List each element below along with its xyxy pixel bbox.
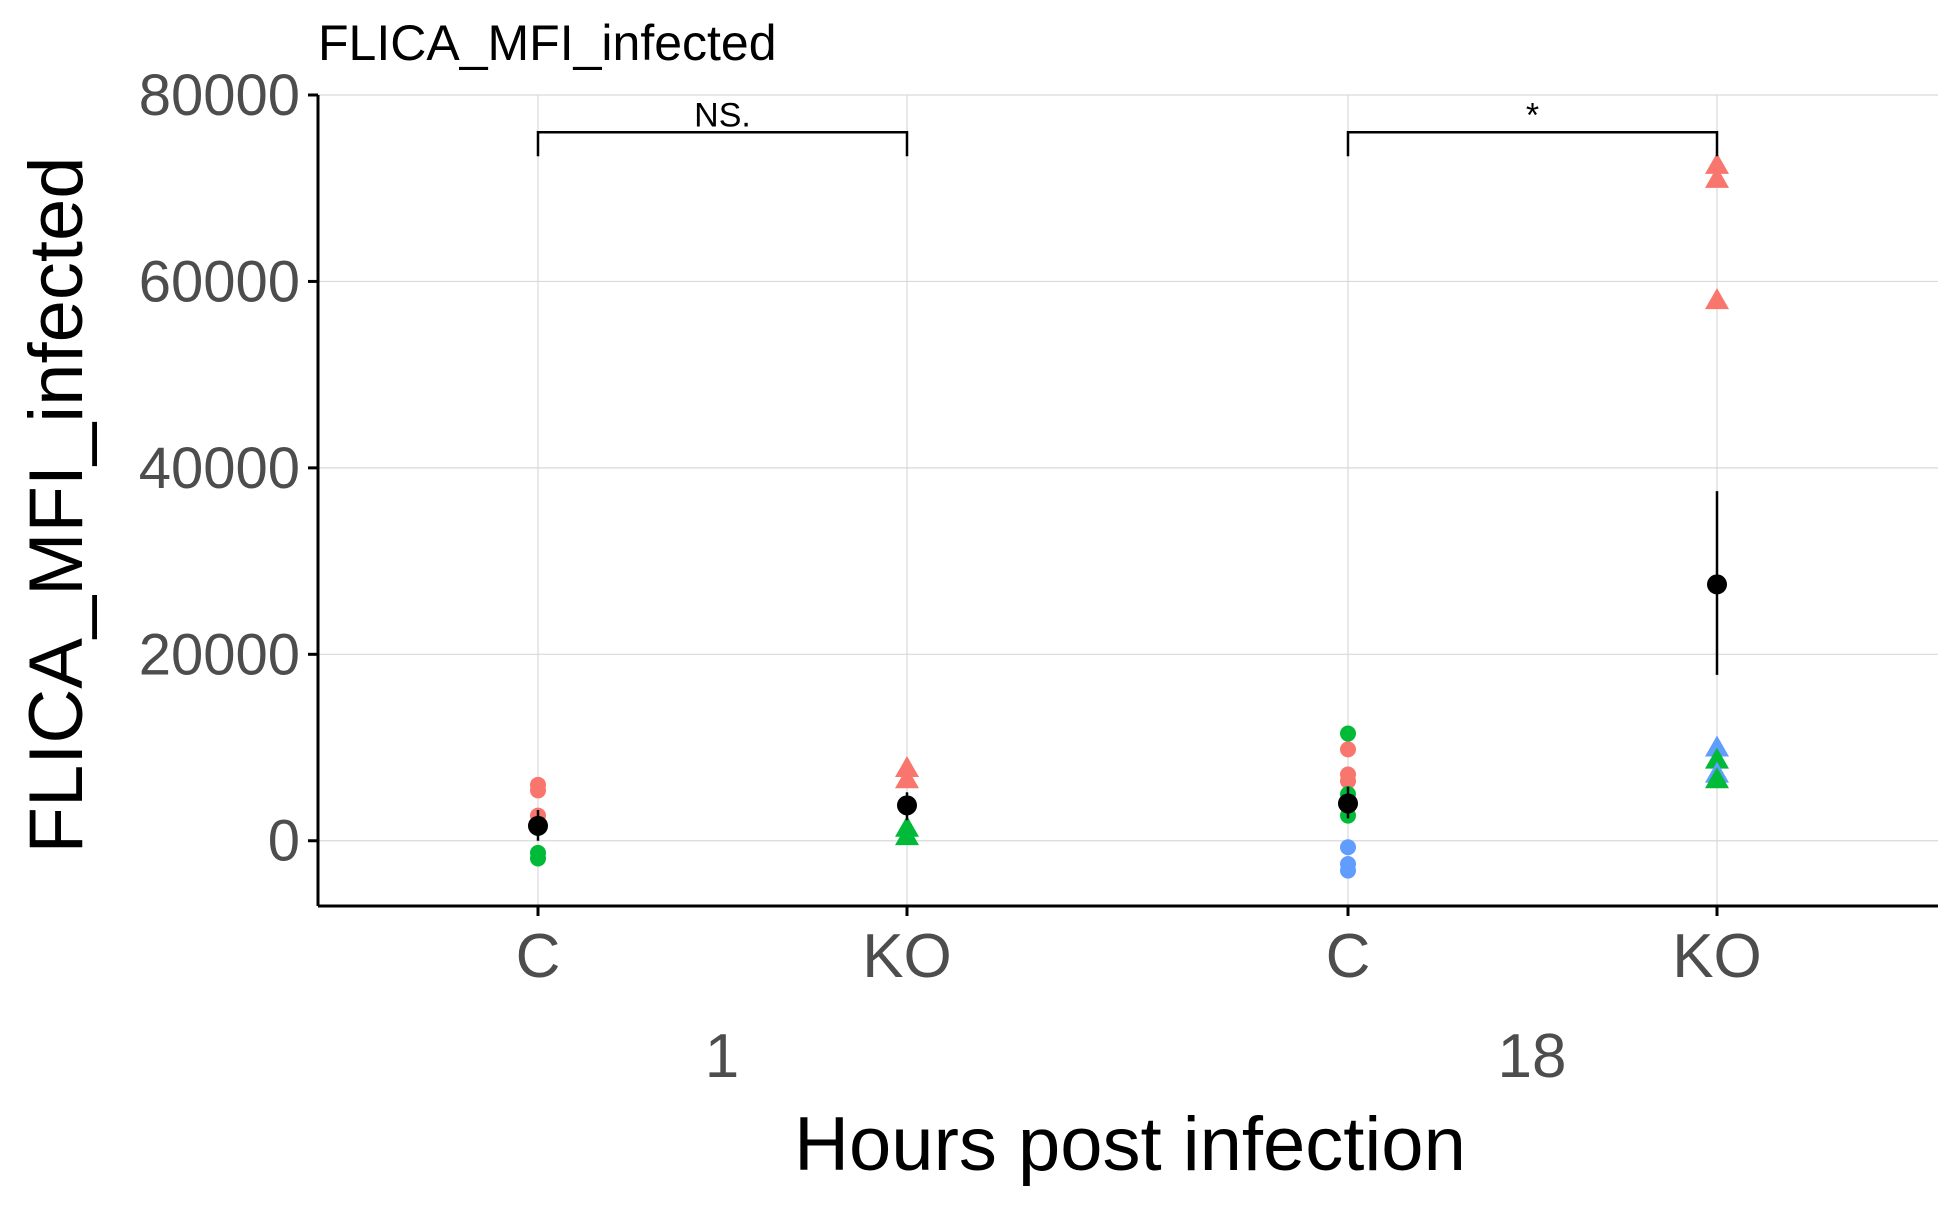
mean-point (897, 795, 917, 816)
significance-label: * (1526, 96, 1539, 134)
y-tick-label: 60000 (139, 249, 300, 314)
significance-annotations: NS. * (536, 96, 1719, 157)
chart-title: FLICA_MFI_infected (318, 15, 777, 71)
x-axis-title: Hours post infection (794, 1102, 1466, 1187)
x-group-label: 18 (1498, 1022, 1567, 1091)
significance-bracket (1346, 131, 1719, 157)
data-points (528, 152, 1729, 879)
axes: 0 20000 40000 60000 80000 C KO 1 C KO 18 (139, 63, 1938, 1091)
data-point (895, 756, 919, 778)
mean-point (528, 815, 548, 836)
significance-label: NS. (694, 96, 751, 134)
data-point (1340, 773, 1356, 790)
data-point (895, 824, 919, 846)
y-tick-label: 40000 (139, 436, 300, 501)
data-point (1705, 288, 1729, 310)
x-tick-label: C (516, 922, 561, 991)
data-point (530, 782, 546, 799)
y-tick-label: 0 (268, 809, 300, 874)
data-point (895, 767, 919, 789)
data-point (1705, 152, 1729, 174)
data-point (1340, 725, 1356, 742)
x-tick-label: C (1326, 922, 1371, 991)
y-tick-label: 80000 (139, 63, 300, 128)
y-tick-label: 20000 (139, 622, 300, 687)
data-point (1705, 747, 1729, 769)
data-point (1340, 741, 1356, 758)
x-group-label: 1 (705, 1022, 739, 1091)
y-axis-title: FLICA_MFI_infected (14, 157, 99, 854)
mean-point (1338, 793, 1358, 814)
significance-bracket (536, 131, 909, 157)
x-tick-label: KO (862, 922, 952, 991)
data-point (1705, 166, 1729, 188)
data-point (530, 850, 546, 867)
data-point (1705, 735, 1729, 757)
grid-lines (318, 94, 1938, 906)
data-point (1705, 767, 1729, 789)
data-point (1340, 862, 1356, 879)
mean-point (1707, 574, 1727, 595)
data-point (1340, 839, 1356, 856)
x-tick-label: KO (1672, 922, 1762, 991)
